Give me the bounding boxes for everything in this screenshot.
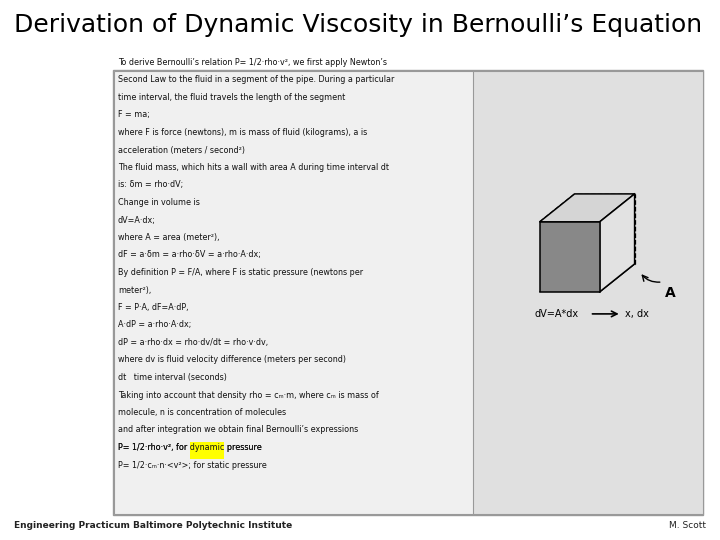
Text: where A = area (meter²),: where A = area (meter²), bbox=[118, 233, 220, 242]
Text: F = ma;: F = ma; bbox=[118, 111, 150, 119]
Text: M. Scott: M. Scott bbox=[669, 521, 706, 530]
Text: Second Law to the fluid in a segment of the pipe. During a particular: Second Law to the fluid in a segment of … bbox=[118, 76, 395, 84]
Text: and after integration we obtain final Bernoulli’s expressions: and after integration we obtain final Be… bbox=[118, 426, 359, 435]
Text: where F is force (newtons), m is mass of fluid (kilograms), a is: where F is force (newtons), m is mass of… bbox=[118, 128, 367, 137]
Text: dV=A*dx: dV=A*dx bbox=[534, 309, 579, 319]
Text: By definition P = F/A, where F is static pressure (newtons per: By definition P = F/A, where F is static… bbox=[118, 268, 363, 277]
Text: A·dP = a·rho·A·dx;: A·dP = a·rho·A·dx; bbox=[118, 321, 192, 329]
Text: The fluid mass, which hits a wall with area A during time interval dt: The fluid mass, which hits a wall with a… bbox=[118, 163, 389, 172]
Text: time interval, the fluid travels the length of the segment: time interval, the fluid travels the len… bbox=[118, 93, 346, 102]
Bar bbox=[114, 71, 474, 514]
Bar bbox=[190, 442, 225, 458]
Text: Taking into account that density rho = cₘ·m, where cₘ is mass of: Taking into account that density rho = c… bbox=[118, 390, 379, 400]
Text: x, dx: x, dx bbox=[625, 309, 649, 319]
Text: Derivation of Dynamic Viscosity in Bernoulli’s Equation: Derivation of Dynamic Viscosity in Berno… bbox=[14, 13, 702, 37]
Text: is: δm = rho·dV;: is: δm = rho·dV; bbox=[118, 180, 184, 190]
Polygon shape bbox=[539, 194, 634, 222]
Text: dV=A·dx;: dV=A·dx; bbox=[118, 215, 156, 225]
Text: meter²),: meter²), bbox=[118, 286, 151, 294]
Text: P= 1/2·rho·v², for dynamic pressure: P= 1/2·rho·v², for dynamic pressure bbox=[118, 443, 262, 452]
Text: F = P·A, dF=A·dP,: F = P·A, dF=A·dP, bbox=[118, 303, 189, 312]
Text: A: A bbox=[665, 286, 675, 300]
Polygon shape bbox=[600, 194, 634, 292]
Bar bbox=[113, 70, 703, 515]
Text: dt   time interval (seconds): dt time interval (seconds) bbox=[118, 373, 227, 382]
Text: Engineering Practicum Baltimore Polytechnic Institute: Engineering Practicum Baltimore Polytech… bbox=[14, 521, 292, 530]
Text: dP = a·rho·dx = rho·dv/dt = rho·v·dv,: dP = a·rho·dx = rho·dv/dt = rho·v·dv, bbox=[118, 338, 268, 347]
Text: P= 1/2·rho·v², for dynamic pressure: P= 1/2·rho·v², for dynamic pressure bbox=[118, 443, 262, 452]
Text: P= 1/2·cₘ·n·<v²>; for static pressure: P= 1/2·cₘ·n·<v²>; for static pressure bbox=[118, 461, 266, 469]
Text: acceleration (meters / second²): acceleration (meters / second²) bbox=[118, 145, 245, 154]
Text: molecule, n is concentration of molecules: molecule, n is concentration of molecule… bbox=[118, 408, 286, 417]
Text: where dv is fluid velocity difference (meters per second): where dv is fluid velocity difference (m… bbox=[118, 355, 346, 364]
Text: Change in volume is: Change in volume is bbox=[118, 198, 200, 207]
Text: dF = a·δm = a·rho·δV = a·rho·A·dx;: dF = a·δm = a·rho·δV = a·rho·A·dx; bbox=[118, 251, 261, 260]
Bar bbox=[473, 71, 703, 514]
Text: To derive Bernoulli’s relation P= 1/2·rho·v², we first apply Newton’s: To derive Bernoulli’s relation P= 1/2·rh… bbox=[118, 58, 387, 67]
Polygon shape bbox=[539, 222, 600, 292]
